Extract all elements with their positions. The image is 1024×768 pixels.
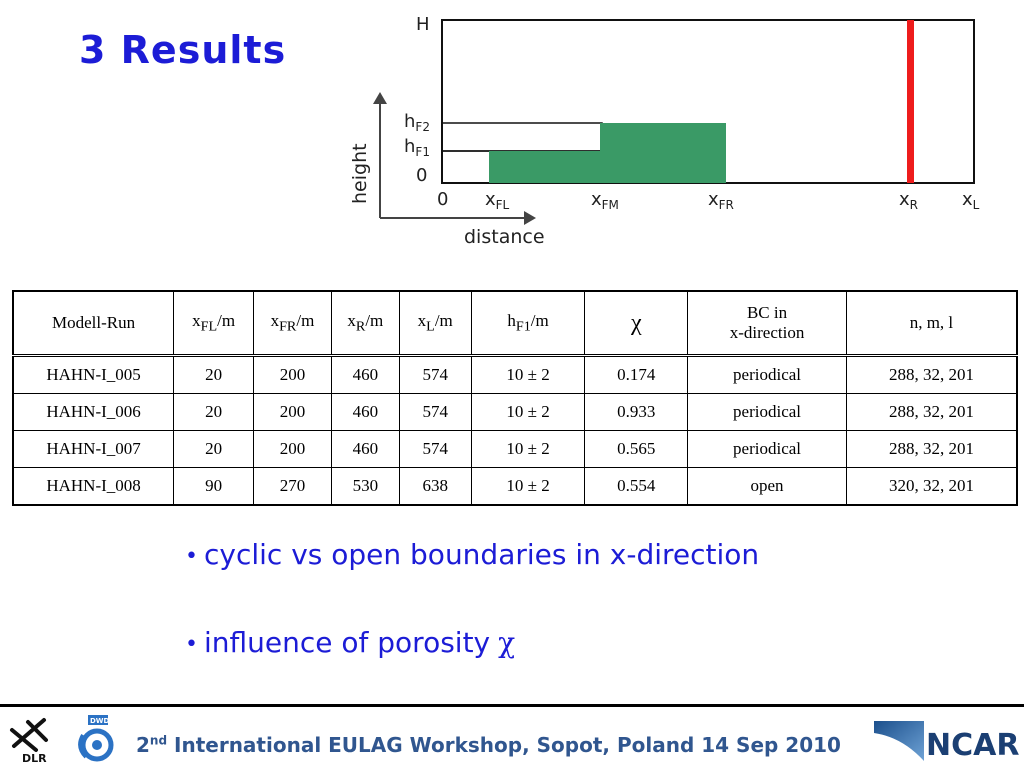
cell-chi: 0.174	[584, 355, 689, 394]
footer-text: 2nd International EULAG Workshop, Sopot,…	[136, 733, 841, 757]
x-axis-arrow-icon	[524, 211, 536, 225]
bullet-item: • influence of porosity χ	[185, 626, 759, 714]
y-tick-zero: 0	[416, 165, 427, 186]
bullet-item: • cyclic vs open boundaries in x-directi…	[185, 538, 759, 626]
header-run: Modell-Run	[12, 290, 175, 357]
x-tick-xR: xR	[899, 189, 918, 212]
header-xfl: xFL/m	[173, 290, 255, 357]
x-tick-xFL: xFL	[485, 189, 510, 212]
svg-text:NCAR: NCAR	[926, 728, 1019, 763]
cell-nml: 288, 32, 201	[845, 393, 1018, 431]
cell-chi: 0.565	[584, 430, 689, 468]
cell-nml: 320, 32, 201	[845, 467, 1018, 506]
cell-bc: periodical	[687, 393, 847, 431]
cell-bc: open	[687, 467, 847, 506]
y-tick-hF1: hF1	[404, 136, 430, 159]
cell-xr: 530	[330, 467, 400, 506]
cell-xfl: 20	[173, 355, 255, 394]
svg-text:DLR: DLR	[22, 752, 47, 764]
cell-xfr: 200	[253, 355, 332, 394]
x-axis-label: distance	[464, 226, 545, 248]
cell-xfr: 200	[253, 393, 332, 431]
cell-xfl: 20	[173, 393, 255, 431]
cell-hf1: 10 ± 2	[470, 355, 586, 394]
cell-hf1: 10 ± 2	[470, 430, 586, 468]
cell-run: HAHN-I_006	[12, 393, 175, 431]
footer-divider	[0, 704, 1024, 707]
ncar-logo: NCAR	[874, 721, 1019, 763]
forest-block-upper	[600, 123, 726, 153]
table-row: HAHN-I_007 20 200 460 574 10 ± 2 0.565 periodic…	[12, 430, 1018, 468]
cell-run: HAHN-I_005	[12, 355, 175, 394]
table-header-row: Modell-Run xFL/m xFR/m xR/m xL/m hF1/m χ…	[12, 290, 1018, 357]
header-xfr: xFR/m	[253, 290, 332, 357]
x-tick-xL: xL	[962, 189, 980, 212]
header-chi: χ	[584, 290, 689, 357]
x-tick-xFM: xFM	[591, 189, 619, 212]
cell-xl: 574	[398, 355, 472, 394]
results-table: Modell-Run xFL/m xFR/m xR/m xL/m hF1/m χ…	[12, 290, 1018, 506]
domain-diagram: height distance H hF2 hF1 0 0 xFL xFM xF…	[349, 14, 980, 248]
x-tick-xFR: xFR	[708, 189, 734, 212]
bullet-dot-icon: •	[185, 632, 198, 657]
cell-hf1: 10 ± 2	[470, 393, 586, 431]
table-row: HAHN-I_005 20 200 460 574 10 ± 2 0.174 periodic…	[12, 355, 1018, 394]
table-row: HAHN-I_006 20 200 460 574 10 ± 2 0.933 periodic…	[12, 393, 1018, 431]
forest-block-lower	[489, 151, 726, 183]
cell-xl: 574	[398, 393, 472, 431]
header-xr: xR/m	[330, 290, 400, 357]
bullet-text: cyclic vs open boundaries in x-direction	[203, 538, 760, 571]
svg-text:DWD: DWD	[90, 717, 110, 725]
bullet-list: • cyclic vs open boundaries in x-directi…	[185, 538, 759, 714]
y-axis-label: height	[349, 143, 371, 204]
bullet-dot-icon: •	[185, 544, 198, 569]
cell-xr: 460	[330, 393, 400, 431]
cell-xfr: 200	[253, 430, 332, 468]
forest-outline-upper	[441, 122, 603, 152]
y-tick-hF2: hF2	[404, 111, 430, 134]
cell-bc: periodical	[687, 355, 847, 394]
dwd-logo: DWD	[78, 715, 114, 762]
header-bc: BC in x-direction	[687, 290, 847, 357]
cell-xl: 638	[398, 467, 472, 506]
y-axis-arrow-icon	[373, 92, 387, 104]
bullet-symbol: χ	[498, 626, 516, 659]
y-tick-H: H	[416, 14, 430, 35]
cell-nml: 288, 32, 201	[845, 430, 1018, 468]
x-tick-zero: 0	[437, 189, 448, 210]
cell-run: HAHN-I_007	[12, 430, 175, 468]
cell-xr: 460	[330, 355, 400, 394]
header-nml: n, m, l	[845, 290, 1018, 357]
dlr-logo: DLR	[10, 718, 48, 764]
cell-xfr: 270	[253, 467, 332, 506]
header-xl: xL/m	[398, 290, 472, 357]
cell-xfl: 20	[173, 430, 255, 468]
cell-nml: 288, 32, 201	[845, 355, 1018, 394]
cell-run: HAHN-I_008	[12, 467, 175, 506]
bullet-text: influence of porosity	[203, 626, 491, 659]
table-row: HAHN-I_008 90 270 530 638 10 ± 2 0.554 open 320,…	[12, 467, 1018, 506]
cell-xfl: 90	[173, 467, 255, 506]
damping-boundary	[907, 20, 914, 183]
cell-chi: 0.933	[584, 393, 689, 431]
slide-title: 3 Results	[79, 28, 287, 72]
cell-xr: 460	[330, 430, 400, 468]
cell-chi: 0.554	[584, 467, 689, 506]
cell-bc: periodical	[687, 430, 847, 468]
cell-xl: 574	[398, 430, 472, 468]
header-hf1: hF1/m	[470, 290, 586, 357]
cell-hf1: 10 ± 2	[470, 467, 586, 506]
